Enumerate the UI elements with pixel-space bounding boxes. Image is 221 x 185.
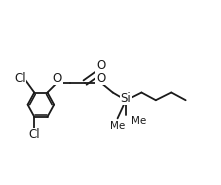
Text: O: O — [53, 72, 62, 85]
Text: Si: Si — [121, 92, 131, 105]
Text: O: O — [96, 72, 105, 85]
Text: Cl: Cl — [29, 128, 40, 141]
Text: Me: Me — [110, 121, 125, 131]
Text: O: O — [96, 60, 105, 73]
Text: Me: Me — [131, 116, 146, 126]
Text: Cl: Cl — [14, 72, 26, 85]
